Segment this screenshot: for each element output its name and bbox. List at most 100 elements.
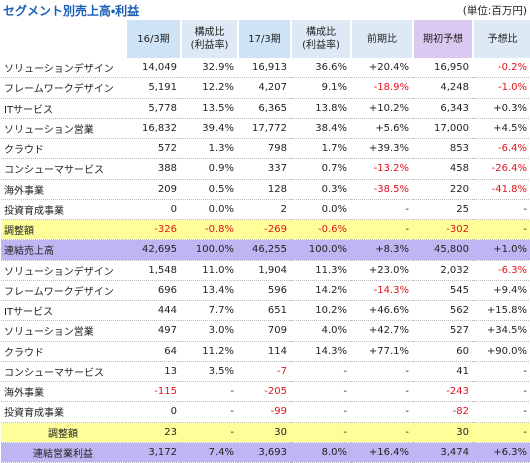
- cell: 38.4%: [291, 118, 351, 140]
- cell: +42.7%: [351, 320, 413, 342]
- corner-cell: [0, 20, 126, 58]
- cell: 45,800: [413, 239, 473, 261]
- cell: -41.8%: [473, 179, 530, 200]
- cell: -26.4%: [473, 158, 530, 180]
- table-row: フレームワークデザイン 696 13.4% 596 14.2% -14.3% 545 +9.4…: [1, 280, 530, 302]
- cell: 2,032: [413, 260, 473, 281]
- cell: -: [473, 199, 530, 221]
- cell: 3,693: [238, 442, 291, 463]
- cell: 42,695: [126, 239, 181, 261]
- table-row: クラウド 64 11.2% 114 14.3% +77.1% 60 +90.0%: [1, 341, 530, 362]
- segment-table: 16/3期 構成比 (利益率) 17/3期 構成比 (利益率) 前期比 期初予想 予想比 ソ…: [0, 20, 530, 463]
- column-header: 前期比: [350, 20, 413, 58]
- cell: 651: [238, 300, 291, 322]
- cell: 23: [126, 422, 181, 443]
- cell: -: [181, 422, 238, 443]
- cell: 458: [413, 158, 473, 180]
- cell: -: [351, 199, 413, 221]
- cell: +15.8%: [473, 300, 530, 322]
- cell: +34.5%: [473, 320, 530, 342]
- cell: 3.0%: [181, 320, 238, 342]
- column-header: 16/3期: [125, 20, 181, 58]
- cell: 32.9%: [181, 58, 238, 79]
- cell: 2: [238, 199, 291, 221]
- cell: -: [181, 381, 238, 403]
- cell: 0.9%: [181, 158, 238, 180]
- column-header: 構成比 (利益率): [180, 20, 238, 58]
- cell: 527: [413, 320, 473, 342]
- cell: 17,772: [238, 118, 291, 140]
- cell: 853: [413, 138, 473, 160]
- cell: 3.5%: [181, 361, 238, 383]
- cell: 7.4%: [181, 442, 238, 463]
- table-row: ITサービス 444 7.7% 651 10.2% +46.6% 562 +15.8%: [1, 300, 530, 322]
- cell: 9.1%: [291, 77, 351, 99]
- cell: 6,343: [413, 98, 473, 119]
- cell: 16,950: [413, 58, 473, 79]
- cell: 0.0%: [181, 199, 238, 221]
- cell: +16.4%: [351, 442, 413, 463]
- table-row: 海外事業 -115- -205- - -243-: [1, 381, 530, 403]
- table-row: ITサービス 5,778 13.5% 6,365 13.8% +10.2% 6,343 +0.…: [1, 98, 530, 119]
- cell: 39.4%: [181, 118, 238, 140]
- row-label: ソリューションデザイン: [1, 260, 126, 281]
- cell: -: [291, 361, 351, 383]
- cell: +10.2%: [351, 98, 413, 119]
- cell: -: [473, 422, 530, 443]
- table-row: ソリューションデザイン 1,548 11.0% 1,904 11.3% +23.0% 2,0…: [1, 260, 530, 281]
- cell: 11.0%: [181, 260, 238, 281]
- cell: -: [473, 361, 530, 383]
- cell: 13: [126, 361, 181, 383]
- page: セグメント別売上高・利益 (単位:百万円) 16/3期 構成比 (利益率) 17/3…: [0, 3, 530, 463]
- cell: 497: [126, 320, 181, 342]
- cell: -14.3%: [351, 280, 413, 302]
- row-label: クラウド: [1, 341, 126, 362]
- cell: -: [351, 219, 413, 241]
- cell: -269: [238, 219, 291, 241]
- cell: 3,172: [126, 442, 181, 463]
- row-label: 調整額: [1, 422, 126, 443]
- cell: 1.7%: [291, 138, 351, 160]
- cell: +9.4%: [473, 280, 530, 302]
- cell: 10.2%: [291, 300, 351, 322]
- cell: 100.0%: [181, 239, 238, 261]
- cell: -: [473, 381, 530, 403]
- cell: -: [351, 361, 413, 383]
- table-row: 調整額 23-30- -30-: [1, 422, 530, 443]
- cell: -: [291, 401, 351, 423]
- cell: 13.5%: [181, 98, 238, 119]
- table-row: 連結売上高 42,695 100.0% 46,255 100.0% +8.3% 45,800…: [1, 239, 530, 261]
- cell: 6,365: [238, 98, 291, 119]
- cell: +1.0%: [473, 239, 530, 261]
- cell: +46.6%: [351, 300, 413, 322]
- cell: 7.7%: [181, 300, 238, 322]
- cell: 0.0%: [291, 199, 351, 221]
- table-row: 投資育成事業 0- -99- - -82-: [1, 401, 530, 423]
- cell: -99: [238, 401, 291, 423]
- cell: +8.3%: [351, 239, 413, 261]
- column-header: 予想比: [472, 20, 530, 58]
- cell: -: [291, 422, 351, 443]
- cell: 562: [413, 300, 473, 322]
- cell: +39.3%: [351, 138, 413, 160]
- cell: 4,248: [413, 77, 473, 99]
- row-label: 連結売上高: [1, 239, 126, 261]
- cell: 5,778: [126, 98, 181, 119]
- cell: -7: [238, 361, 291, 383]
- table-row: ソリューション営業 16,832 39.4% 17,772 38.4% +5.6% 17,0…: [1, 118, 530, 140]
- cell: 596: [238, 280, 291, 302]
- cell: 1.3%: [181, 138, 238, 160]
- cell: 14,049: [126, 58, 181, 79]
- column-header: 17/3期: [237, 20, 291, 58]
- cell: +0.3%: [473, 98, 530, 119]
- cell: 30: [238, 422, 291, 443]
- table-row: ソリューション営業 497 3.0% 709 4.0% +42.7% 527 +34.5%: [1, 320, 530, 342]
- cell: 12.2%: [181, 77, 238, 99]
- cell: -: [351, 401, 413, 423]
- cell: 4,207: [238, 77, 291, 99]
- cell: +6.3%: [473, 442, 530, 463]
- cell: 46,255: [238, 239, 291, 261]
- cell: 114: [238, 341, 291, 362]
- cell: 1,548: [126, 260, 181, 281]
- cell: +4.5%: [473, 118, 530, 140]
